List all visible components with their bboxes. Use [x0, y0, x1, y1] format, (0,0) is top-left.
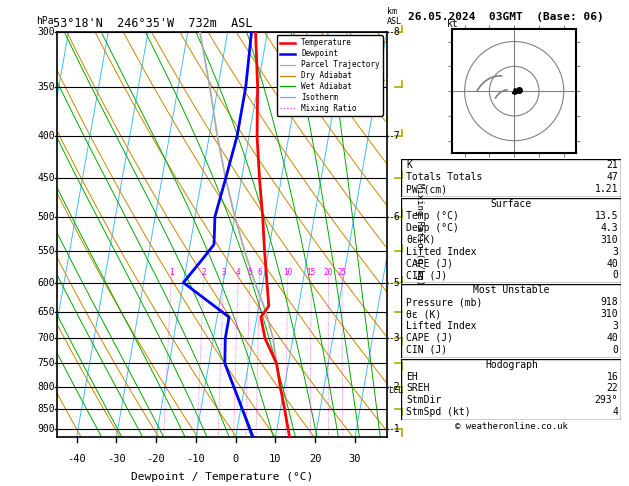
Text: -3: -3 [389, 333, 400, 344]
Text: -8: -8 [389, 27, 400, 36]
Text: 800: 800 [37, 382, 55, 392]
Text: Surface: Surface [491, 199, 532, 209]
Text: 3: 3 [613, 321, 618, 331]
Text: -7: -7 [389, 131, 400, 141]
Text: K: K [406, 160, 412, 171]
Text: 310: 310 [601, 235, 618, 245]
Text: 53°18'N  246°35'W  732m  ASL: 53°18'N 246°35'W 732m ASL [53, 17, 253, 31]
Text: 400: 400 [37, 131, 55, 141]
Text: Lifted Index: Lifted Index [406, 321, 477, 331]
Text: 293°: 293° [595, 396, 618, 405]
Text: Hodograph: Hodograph [485, 360, 538, 370]
Text: 0: 0 [233, 453, 239, 464]
Text: 13.5: 13.5 [595, 211, 618, 221]
Legend: Temperature, Dewpoint, Parcel Trajectory, Dry Adiabat, Wet Adiabat, Isotherm, Mi: Temperature, Dewpoint, Parcel Trajectory… [277, 35, 383, 116]
Text: 25: 25 [337, 267, 347, 277]
Text: Temp (°C): Temp (°C) [406, 211, 459, 221]
Text: 5: 5 [247, 267, 252, 277]
Text: 4: 4 [236, 267, 240, 277]
Text: -5: -5 [389, 278, 400, 288]
Text: 900: 900 [37, 424, 55, 434]
Text: 40: 40 [606, 259, 618, 269]
Text: -2: -2 [389, 382, 400, 392]
Text: hPa: hPa [36, 17, 53, 26]
Text: -10: -10 [186, 453, 205, 464]
Text: 1.21: 1.21 [595, 184, 618, 194]
Text: 310: 310 [601, 309, 618, 319]
Text: 6: 6 [257, 267, 262, 277]
Text: 300: 300 [37, 27, 55, 36]
Text: 600: 600 [37, 278, 55, 288]
Text: Mixing Ratio (g/kg): Mixing Ratio (g/kg) [415, 183, 425, 286]
Text: 850: 850 [37, 404, 55, 414]
Text: 40: 40 [606, 333, 618, 343]
Text: CIN (J): CIN (J) [406, 345, 447, 355]
Text: -1: -1 [389, 424, 400, 434]
Text: θε(K): θε(K) [406, 235, 436, 245]
Text: Dewp (°C): Dewp (°C) [406, 223, 459, 233]
Text: 26.05.2024  03GMT  (Base: 06): 26.05.2024 03GMT (Base: 06) [408, 12, 604, 22]
Text: 0: 0 [613, 345, 618, 355]
Text: 700: 700 [37, 333, 55, 344]
Text: © weatheronline.co.uk: © weatheronline.co.uk [455, 421, 568, 431]
Text: 1: 1 [169, 267, 174, 277]
Text: 47: 47 [606, 172, 618, 182]
Text: LCL: LCL [389, 386, 403, 395]
Text: -6: -6 [389, 211, 400, 222]
Text: StmDir: StmDir [406, 396, 442, 405]
Text: 550: 550 [37, 246, 55, 256]
Text: 650: 650 [37, 307, 55, 316]
Text: -30: -30 [107, 453, 126, 464]
Text: PW (cm): PW (cm) [406, 184, 447, 194]
Text: θε (K): θε (K) [406, 309, 442, 319]
Text: 4: 4 [613, 407, 618, 417]
Text: StmSpd (kt): StmSpd (kt) [406, 407, 471, 417]
Text: 10: 10 [269, 453, 282, 464]
Text: 500: 500 [37, 211, 55, 222]
Text: CAPE (J): CAPE (J) [406, 333, 454, 343]
Text: CAPE (J): CAPE (J) [406, 259, 454, 269]
Text: km
ASL: km ASL [387, 7, 402, 26]
Text: Totals Totals: Totals Totals [406, 172, 482, 182]
Text: 15: 15 [306, 267, 316, 277]
Text: 3: 3 [613, 246, 618, 257]
Text: 21: 21 [606, 160, 618, 171]
Text: Most Unstable: Most Unstable [473, 285, 550, 295]
Text: 750: 750 [37, 358, 55, 368]
Text: 0: 0 [613, 270, 618, 280]
Text: 4.3: 4.3 [601, 223, 618, 233]
Text: Lifted Index: Lifted Index [406, 246, 477, 257]
Text: 20: 20 [324, 267, 333, 277]
Text: SREH: SREH [406, 383, 430, 394]
Text: 16: 16 [606, 371, 618, 382]
Text: 350: 350 [37, 83, 55, 92]
Text: -20: -20 [147, 453, 165, 464]
Text: 918: 918 [601, 297, 618, 307]
Text: 3: 3 [221, 267, 226, 277]
Text: -40: -40 [67, 453, 86, 464]
Text: 10: 10 [283, 267, 292, 277]
Text: Pressure (mb): Pressure (mb) [406, 297, 482, 307]
Text: 20: 20 [309, 453, 321, 464]
Text: 2: 2 [201, 267, 206, 277]
Text: EH: EH [406, 371, 418, 382]
Text: CIN (J): CIN (J) [406, 270, 447, 280]
Text: 450: 450 [37, 174, 55, 183]
Text: 30: 30 [348, 453, 361, 464]
Text: 22: 22 [606, 383, 618, 394]
Text: Dewpoint / Temperature (°C): Dewpoint / Temperature (°C) [131, 472, 313, 482]
Text: kt: kt [447, 18, 459, 29]
